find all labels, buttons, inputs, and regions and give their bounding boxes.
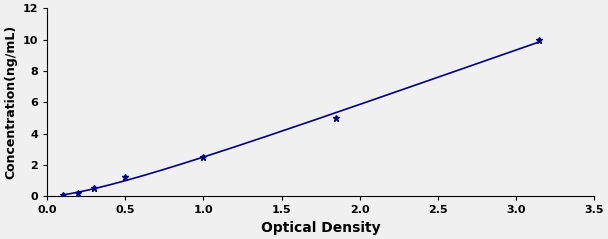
X-axis label: Optical Density: Optical Density	[261, 221, 381, 235]
Y-axis label: Concentration(ng/mL): Concentration(ng/mL)	[4, 25, 17, 179]
